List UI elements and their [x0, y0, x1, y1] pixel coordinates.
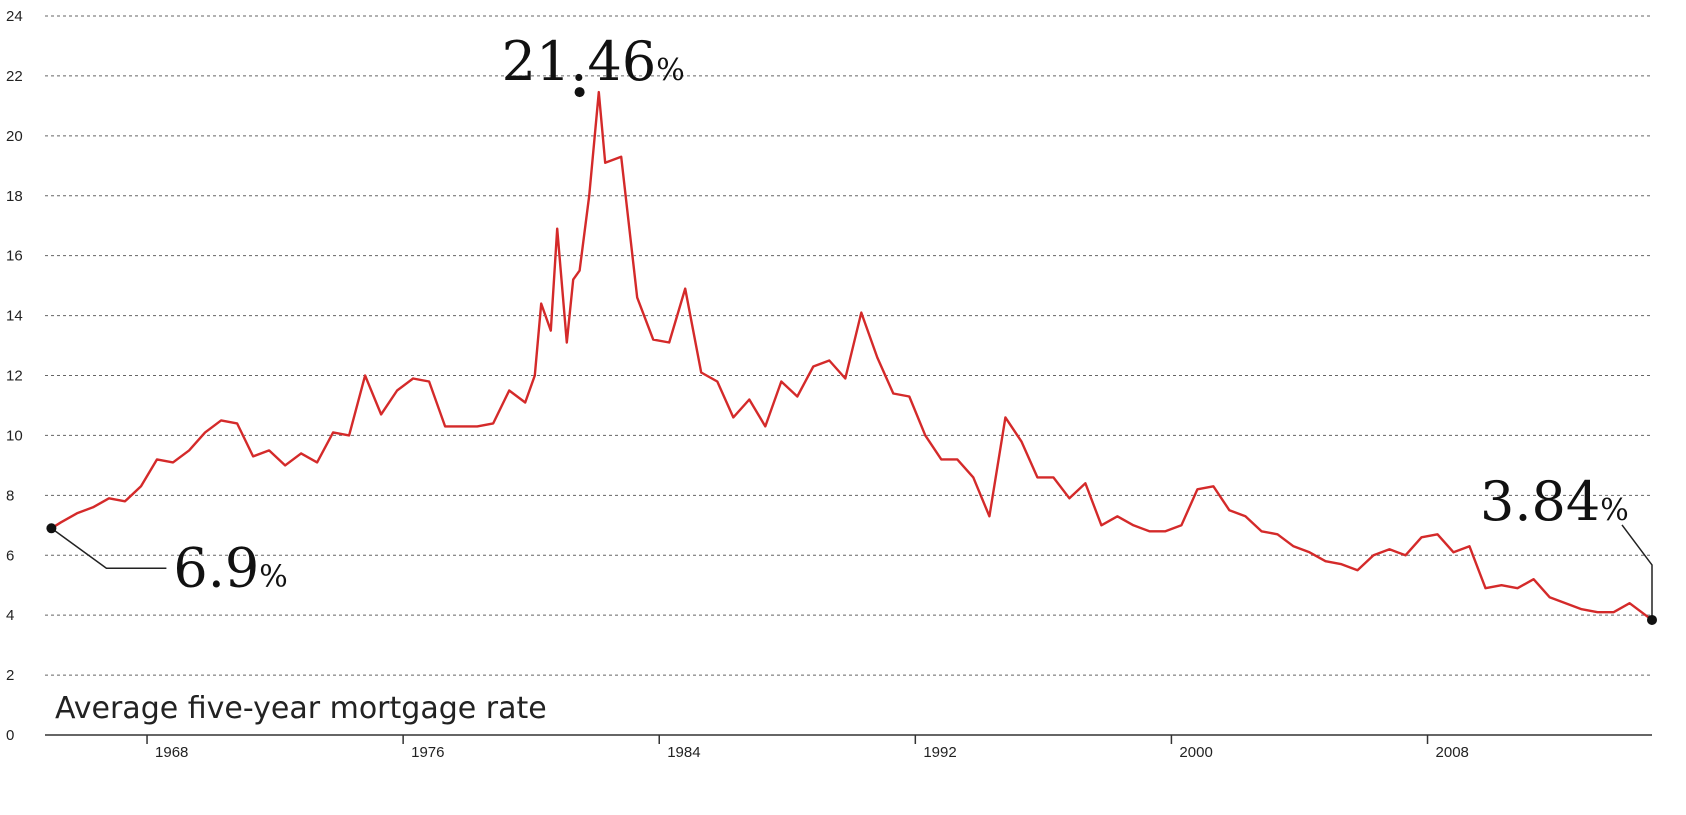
- y-tick-label: 16: [6, 248, 23, 265]
- gridlines: [45, 15, 1652, 676]
- y-tick-label: 10: [6, 427, 23, 444]
- y-tick-label: 12: [6, 368, 23, 385]
- end-marker: [1647, 614, 1657, 625]
- y-tick-label: 24: [6, 8, 23, 25]
- peak-callout: 21.46%: [502, 30, 685, 93]
- x-tick-label: 2008: [1436, 744, 1469, 761]
- start-marker: [46, 523, 57, 534]
- y-tick-label: 14: [6, 308, 23, 325]
- y-tick-label: 0: [6, 727, 14, 744]
- end-callout-unit: %: [1600, 493, 1629, 528]
- y-tick-label: 6: [6, 547, 14, 564]
- peak-marker: [574, 87, 585, 98]
- y-tick-label: 18: [6, 188, 23, 205]
- y-tick-label: 8: [6, 487, 14, 504]
- y-tick-label: 22: [6, 68, 23, 85]
- chart-title: Average five-year mortgage rate: [55, 691, 547, 726]
- y-tick-label: 2: [6, 667, 14, 684]
- x-tick-label: 1976: [411, 744, 444, 761]
- start-leader-line: [50, 527, 167, 570]
- x-tick-label: 1992: [923, 744, 956, 761]
- peak-callout-unit: %: [656, 53, 685, 88]
- x-tick-label: 1984: [667, 744, 700, 761]
- series-line: [50, 90, 1653, 621]
- start-callout: 6.9%: [173, 536, 287, 599]
- x-axis: 1968 1976 1984 1992 2000 2008: [45, 734, 1652, 761]
- y-tick-label: 20: [6, 128, 23, 145]
- y-tick-label: 4: [6, 607, 14, 624]
- end-callout-value: 3.84: [1480, 470, 1600, 533]
- x-tick-label: 2000: [1179, 744, 1212, 761]
- peak-callout-value: 21.46: [502, 30, 657, 93]
- series-layer: [50, 90, 1653, 621]
- annotations: 6.9%21.46%3.84%: [46, 30, 1657, 625]
- start-callout-unit: %: [259, 559, 288, 594]
- start-callout-value: 6.9: [173, 536, 259, 599]
- x-tick-label: 1968: [155, 744, 188, 761]
- end-leader-line: [1621, 524, 1653, 620]
- end-callout: 3.84%: [1480, 470, 1629, 533]
